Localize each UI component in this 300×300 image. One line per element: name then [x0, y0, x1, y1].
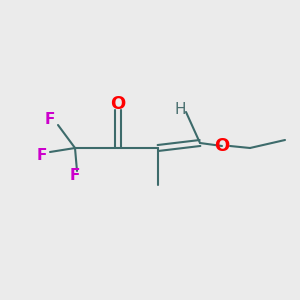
Text: F: F: [70, 167, 80, 182]
Text: O: O: [110, 95, 126, 113]
Text: H: H: [174, 103, 186, 118]
Text: O: O: [214, 137, 230, 155]
Text: F: F: [45, 112, 55, 128]
Text: F: F: [37, 148, 47, 163]
